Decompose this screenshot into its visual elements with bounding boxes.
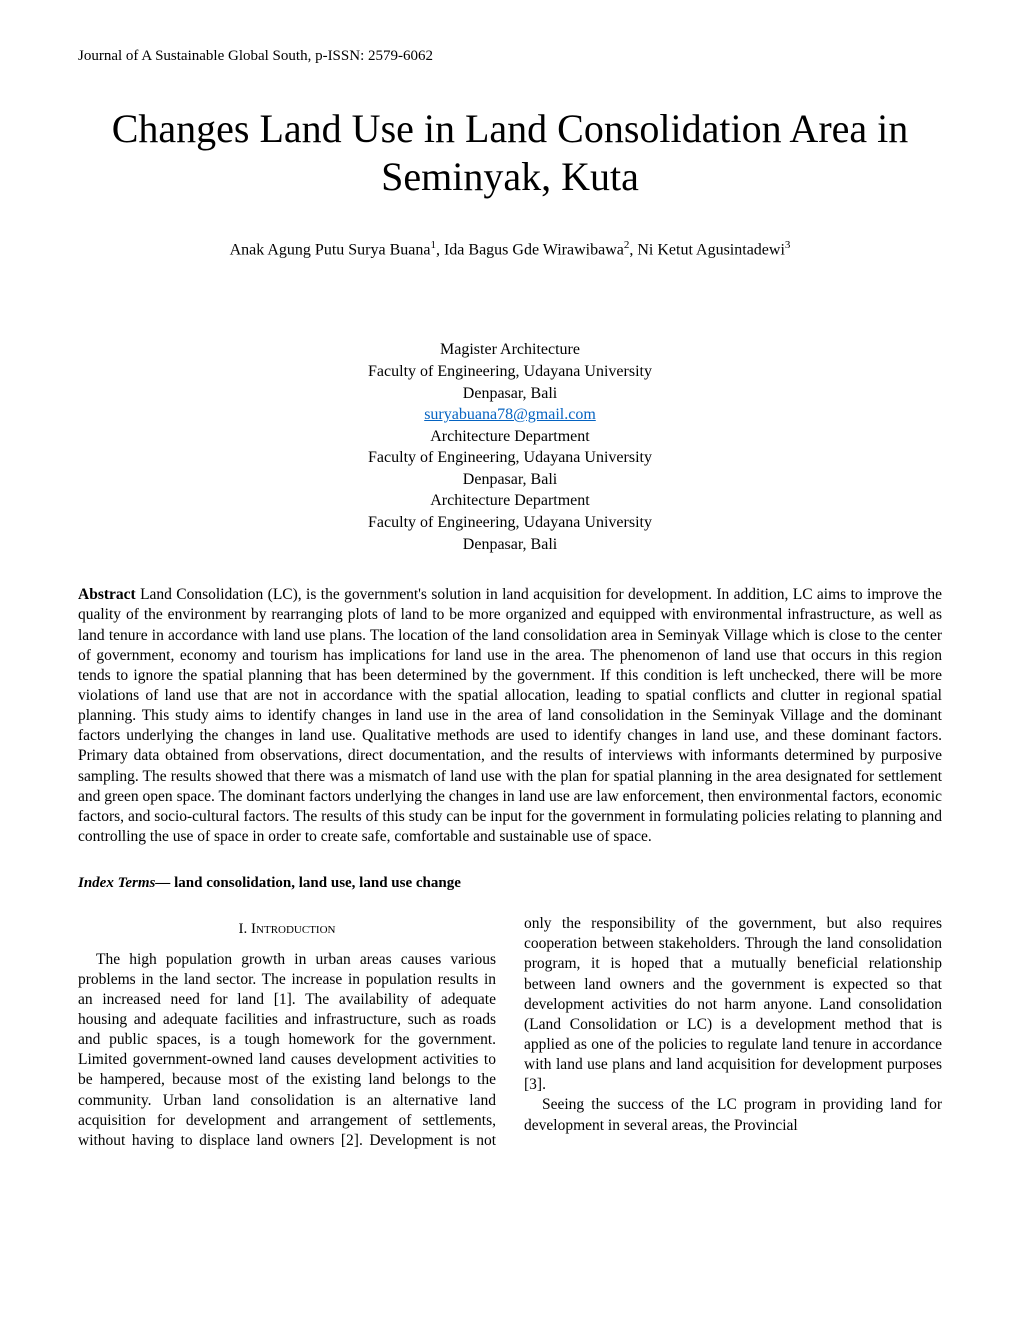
author-sep-1: , (436, 241, 444, 258)
affiliations-block: Magister Architecture Faculty of Enginee… (78, 339, 942, 555)
affiliation-line: Denpasar, Bali (78, 383, 942, 405)
index-terms-label: Index Terms— (78, 875, 170, 891)
abstract-label: Abstract (78, 586, 136, 603)
author-3-sup: 3 (785, 239, 791, 251)
section-number: I. (239, 921, 252, 937)
authors-line: Anak Agung Putu Surya Buana1, Ida Bagus … (78, 239, 942, 259)
paper-title: Changes Land Use in Land Consolidation A… (78, 105, 942, 201)
section-title: Introduction (251, 921, 335, 937)
author-1-name: Anak Agung Putu Surya Buana (230, 241, 431, 258)
affiliation-line: Architecture Department (78, 426, 942, 448)
affiliation-line: Faculty of Engineering, Udayana Universi… (78, 512, 942, 534)
journal-header: Journal of A Sustainable Global South, p… (78, 48, 942, 65)
index-terms: Index Terms— land consolidation, land us… (78, 875, 942, 892)
affiliation-line: Faculty of Engineering, Udayana Universi… (78, 447, 942, 469)
affiliation-line: Denpasar, Bali (78, 534, 942, 556)
affiliation-line: Denpasar, Bali (78, 469, 942, 491)
affiliation-line: Magister Architecture (78, 339, 942, 361)
body-paragraph: Seeing the success of the LC program in … (524, 1095, 942, 1135)
section-heading-introduction: I. Introduction (78, 920, 496, 940)
author-email-link[interactable]: suryabuana78@gmail.com (424, 406, 596, 423)
affiliation-line: Architecture Department (78, 490, 942, 512)
body-columns: I. Introduction The high population grow… (78, 914, 942, 1151)
abstract-block: Abstract Land Consolidation (LC), is the… (78, 585, 942, 847)
affiliation-line: Faculty of Engineering, Udayana Universi… (78, 361, 942, 383)
author-3-name: Ni Ketut Agusintadewi (637, 241, 785, 258)
index-terms-content: land consolidation, land use, land use c… (170, 875, 461, 891)
author-2-name: Ida Bagus Gde Wirawibawa (444, 241, 624, 258)
abstract-text: Land Consolidation (LC), is the governme… (78, 586, 942, 845)
